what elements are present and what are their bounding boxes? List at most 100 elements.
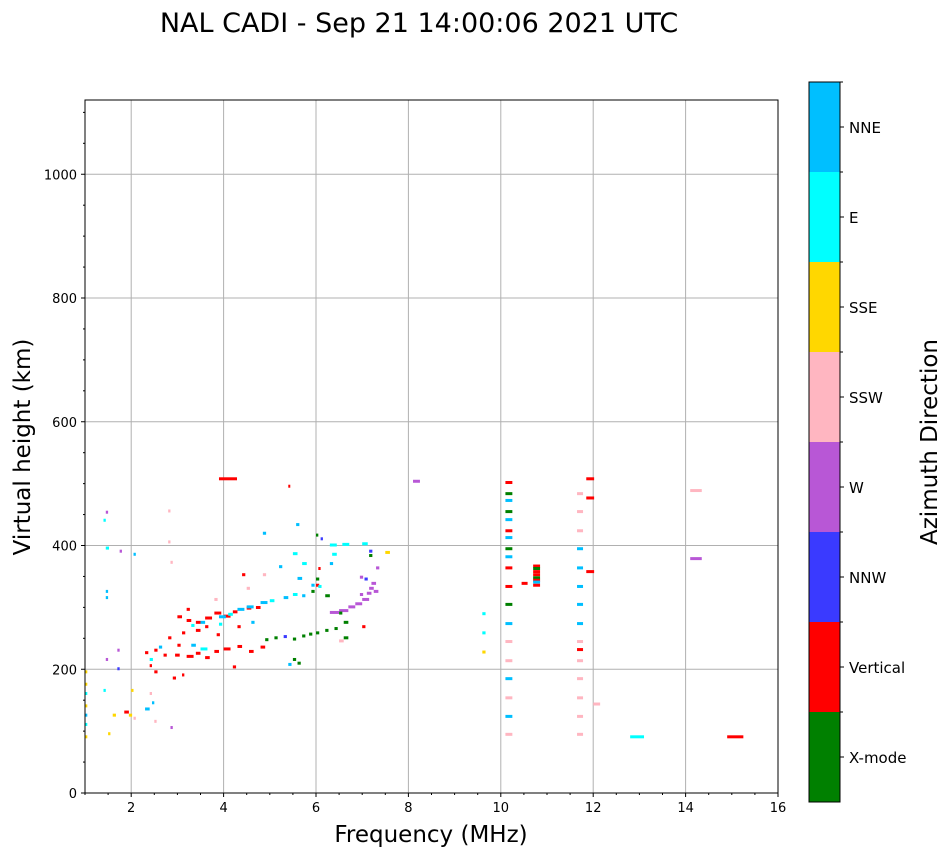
echo-point-nne [105,589,109,593]
echo-point-x-mode [369,554,373,558]
echo-point-vertical [186,654,194,658]
echo-point-w [117,648,120,652]
echo-point-vertical [168,636,172,640]
echo-point-vertical [195,620,201,624]
echo-point-vertical [316,583,320,587]
echo-point-x-mode [339,611,343,615]
colorbar-label-nnw: NNW [849,569,886,587]
echo-point-w [413,479,420,483]
echo-point-ssw [505,696,513,700]
colorbar-swatch-nnw [809,532,840,622]
echo-point-e [302,562,307,566]
echo-point-e [362,542,368,546]
echo-point-e [103,688,106,692]
axis-ticks: 2 4 6 8 10 12 14 16 0 200 400 600 800 1000 [44,111,787,816]
echo-point-x-mode [292,637,297,641]
echo-point-vertical [232,610,238,614]
y-tick-label: 0 [69,787,77,802]
echo-point-ssw [505,640,513,644]
echo-point-e [292,593,298,596]
echo-point-nnw [283,635,287,639]
echo-point-vertical [362,625,366,629]
echo-point-nne [85,713,88,717]
echo-point-vertical [214,649,219,653]
echo-point-vertical [205,656,210,660]
x-axis-label: Frequency (MHz) [334,822,527,848]
x-tick-label: 6 [312,801,320,816]
echo-point-ssw [246,586,250,590]
echo-point-vertical [223,614,231,618]
echo-point-x-mode [505,602,513,606]
echo-point-vertical [521,581,528,585]
echo-point-vertical [205,625,209,629]
echo-point-nne [505,536,513,540]
echo-point-ssw [690,489,702,493]
x-tick-label: 2 [127,801,135,816]
echo-point-sse [85,704,88,708]
x-tick-label: 4 [219,801,227,816]
echo-point-w [339,609,349,613]
echo-point-nne [577,622,584,626]
echo-point-vertical [288,484,291,488]
echo-point-vertical [218,477,237,481]
echo-point-vertical [505,566,513,570]
echo-point-x-mode [311,589,315,593]
echo-point-ssw [577,677,584,681]
grid-lines [85,100,778,793]
echo-point-x-mode [533,576,541,580]
echo-point-vertical [533,564,541,568]
echo-point-vertical [318,567,321,571]
echo-point-e [85,692,88,695]
colorbar-swatch-nne [809,82,840,172]
echo-point-nne [505,677,513,681]
echo-point-x-mode [297,661,301,665]
echo-point-vertical [505,481,513,485]
echo-point-x-mode [325,628,329,632]
echo-point-e [342,542,350,546]
x-tick-label: 16 [770,801,787,816]
echo-point-nne [505,714,513,718]
echo-point-vertical [727,735,744,739]
echo-point-ssw [168,509,171,513]
echo-point-ssw [593,702,601,706]
echo-point-ssw [577,696,584,700]
echo-point-nne [296,523,300,527]
echo-point-vertical [216,633,220,637]
echo-point-w [373,589,379,593]
echo-point-e [269,599,275,603]
echo-point-nne [302,594,306,598]
echo-point-ssw [170,560,173,564]
echo-point-nnw [369,549,373,553]
echo-point-sse [131,688,134,692]
echo-point-vertical [260,645,266,649]
echo-point-e [149,657,153,661]
echo-point-e [630,735,645,739]
echo-point-vertical [586,570,595,574]
echo-point-vertical [145,651,149,655]
echo-point-vertical [182,631,186,635]
echo-point-e [228,612,233,616]
colorbar-label-x-mode: X-mode [849,749,906,767]
colorbar-label-e: E [849,209,858,227]
echo-points [85,477,744,739]
colorbar-swatch-w [809,442,840,532]
echo-point-e [103,518,106,522]
echo-point-x-mode [309,632,313,636]
echo-point-w [329,610,340,614]
echo-point-sse [482,650,486,654]
colorbar-swatch-ssw [809,352,840,442]
echo-point-e [482,612,486,616]
echo-point-w [105,657,109,661]
echo-point-sse [385,550,390,554]
echo-point-ssw [577,714,584,718]
echo-point-x-mode [343,636,349,640]
echo-point-nne [133,552,136,556]
echo-point-vertical [186,607,190,611]
colorbar-swatch-x-mode [809,712,840,802]
echo-point-vertical [154,670,158,674]
echo-point-nne [105,596,109,600]
echo-point-w [119,549,122,553]
echo-point-ssw [505,732,513,736]
colorbar-label-vertical: Vertical [849,659,905,677]
